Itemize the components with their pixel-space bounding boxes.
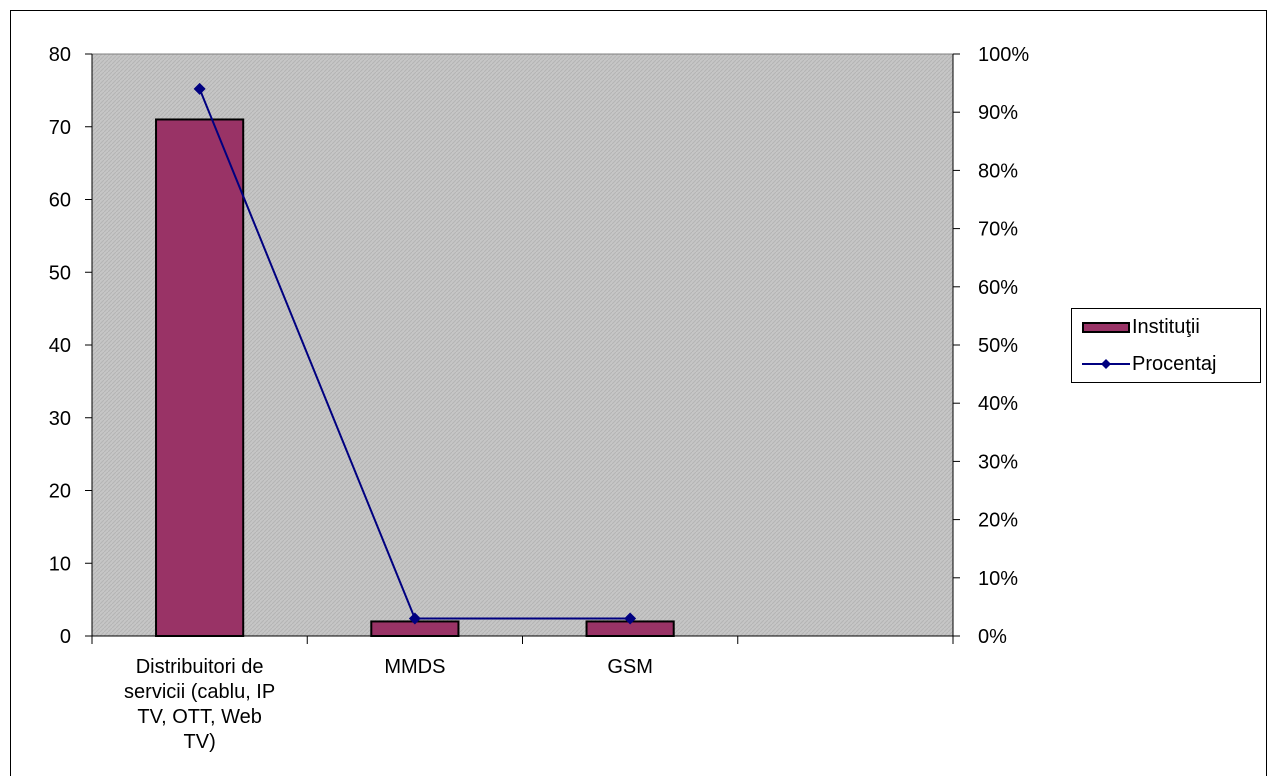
right-axis-tick-label: 10%: [978, 568, 1018, 590]
right-axis-tick-label: 20%: [978, 510, 1018, 532]
right-axis-tick-label: 40%: [978, 393, 1018, 415]
legend-entry-procentaj: Procentaj: [1082, 352, 1217, 376]
legend: Instituţii Procentaj: [1071, 308, 1261, 383]
x-axis-category-label: GSM: [607, 656, 653, 678]
legend-bar-swatch: [1082, 321, 1130, 333]
bar-institutii: [155, 118, 245, 638]
left-axis-tick-label: 40: [49, 335, 71, 357]
point-procentaj: [624, 612, 637, 625]
left-axis-tick-label: 80: [49, 44, 71, 66]
x-axis-category-label: Distribuitori de servicii (cablu, IP TV, O…: [124, 656, 275, 753]
right-axis-tick-label: 90%: [978, 102, 1018, 124]
left-axis-tick-label: 30: [49, 408, 71, 430]
right-axis-tick-label: 80%: [978, 160, 1018, 182]
legend-label-institutii: Instituţii: [1132, 315, 1200, 338]
left-axis-tick-label: 20: [49, 481, 71, 503]
point-procentaj: [193, 82, 206, 95]
legend-line-swatch: [1082, 359, 1130, 369]
left-axis-tick-label: 70: [49, 117, 71, 139]
left-axis-tick-label: 0: [60, 626, 71, 648]
left-axis-tick-label: 60: [49, 190, 71, 212]
right-axis-tick-label: 50%: [978, 335, 1018, 357]
right-axis-tick-label: 30%: [978, 451, 1018, 473]
right-axis-tick-label: 0%: [978, 626, 1007, 648]
x-axis-category-label: MMDS: [384, 656, 445, 678]
right-axis-tick-label: 70%: [978, 219, 1018, 241]
right-axis-tick-label: 100%: [978, 44, 1029, 66]
left-axis-tick-label: 10: [49, 553, 71, 575]
legend-label-procentaj: Procentaj: [1132, 352, 1217, 375]
right-axis-tick-label: 60%: [978, 277, 1018, 299]
legend-entry-institutii: Instituţii: [1082, 315, 1200, 339]
left-axis-tick-label: 50: [49, 262, 71, 284]
point-procentaj: [408, 612, 421, 625]
